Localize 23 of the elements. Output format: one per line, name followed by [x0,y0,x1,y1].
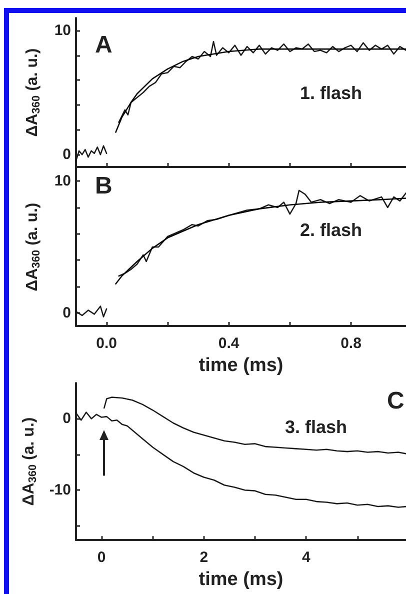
annotation: 1. flash [300,83,362,103]
annotation: 2. flash [300,220,362,240]
x-axis-title: time (ms) [198,354,284,376]
x-tick-label: 0.0 [96,335,117,352]
y-tick-label: 10 [54,172,71,190]
y-axis-title: ΔA360 (a. u.) [24,48,42,137]
y-tick-label: 0 [62,304,71,322]
x-tick-label: 0.4 [218,335,240,352]
x-tick-label: 0.8 [340,335,362,352]
x-tick-label: 2 [200,549,208,566]
y-axis-title: ΔA360 (a. u.) [20,417,39,506]
chart-title: C [387,388,404,414]
x-tick-label: 4 [302,549,312,566]
y-tick-label: 0 [62,146,71,164]
text: A [95,32,112,58]
y-tick-label: 0 [62,410,71,428]
x-tick-label: 0 [97,549,106,566]
y-tick-label: -10 [49,482,71,499]
x-axis-title: time (ms) [198,569,284,590]
annotation: 3. flash [285,417,348,437]
y-axis-title: ΔA360 (a. u.) [24,202,42,292]
chart-title: B [95,172,112,200]
y-tick-label: 10 [54,22,71,39]
